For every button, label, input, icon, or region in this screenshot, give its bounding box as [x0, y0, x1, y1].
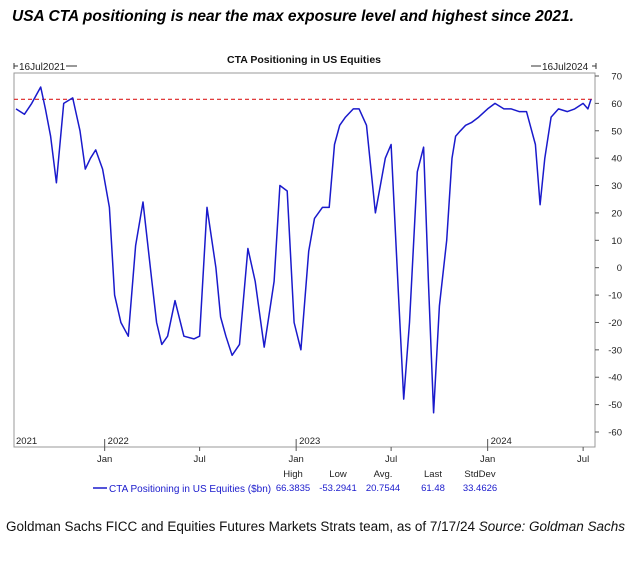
year-label: 2024 [491, 436, 512, 447]
stat-header: Avg. [374, 469, 393, 480]
x-axis: 2021 2022 2023 2024 Jan Jul Jan Jul Jan Jul [16, 436, 589, 465]
year-label: 2022 [108, 436, 129, 447]
legend-label: CTA Positioning in US Equities ($bn) [109, 484, 271, 495]
y-tick-label: -50 [608, 400, 622, 411]
y-tick-label: -20 [608, 318, 622, 329]
month-label: Jul [194, 454, 206, 465]
stat-header: High [283, 469, 303, 480]
end-date-label: 16Jul2024 [542, 62, 589, 73]
year-label: 2021 [16, 436, 37, 447]
year-label: 2023 [299, 436, 320, 447]
stat-value: 33.4626 [463, 483, 497, 494]
y-tick-label: 10 [611, 236, 622, 247]
month-label: Jan [480, 454, 495, 465]
headline: USA CTA positioning is near the max expo… [12, 8, 574, 25]
y-tick-label: -10 [608, 291, 622, 302]
y-tick-label: 40 [611, 154, 622, 165]
stat-value: -53.2941 [319, 483, 357, 494]
y-tick-label: 50 [611, 126, 622, 137]
month-label: Jul [577, 454, 589, 465]
month-label: Jan [97, 454, 112, 465]
y-tick-label: 20 [611, 208, 622, 219]
month-label: Jul [385, 454, 397, 465]
stat-header: StdDev [464, 469, 495, 480]
stat-header: Last [424, 469, 442, 480]
y-tick-label: 0 [617, 263, 622, 274]
y-axis: 70 60 50 40 30 20 10 0 -10 -20 -30 -40 -50 -60 [595, 72, 622, 439]
source-note: Goldman Sachs FICC and Equities Futures … [6, 518, 626, 535]
y-tick-label: 60 [611, 99, 622, 110]
month-label: Jan [288, 454, 303, 465]
legend: CTA Positioning in US Equities ($bn) [93, 484, 271, 495]
y-tick-label: -40 [608, 373, 622, 384]
source-attribution: Source: Goldman Sachs [478, 519, 626, 534]
y-tick-label: 30 [611, 181, 622, 192]
y-tick-label: 70 [611, 72, 622, 83]
start-date-marker: 16Jul2021 [13, 62, 77, 73]
stat-value: 20.7544 [366, 483, 400, 494]
stat-value: 61.48 [421, 483, 445, 494]
start-date-label: 16Jul2021 [19, 62, 66, 73]
source-text: Goldman Sachs FICC and Equities Futures … [6, 519, 479, 534]
end-date-marker: 16Jul2024 [531, 62, 597, 73]
chart: CTA Positioning in US Equities 16Jul2021… [13, 54, 622, 495]
chart-title: CTA Positioning in US Equities [227, 54, 381, 66]
series-line [15, 86, 592, 414]
stat-header: Low [329, 469, 347, 480]
stats-table: High 66.3835 Low -53.2941 Avg. 20.7544 Last 61.… [276, 469, 497, 494]
y-tick-label: -60 [608, 428, 622, 439]
plot-area [13, 72, 596, 448]
stat-value: 66.3835 [276, 483, 310, 494]
y-tick-label: -30 [608, 345, 622, 356]
